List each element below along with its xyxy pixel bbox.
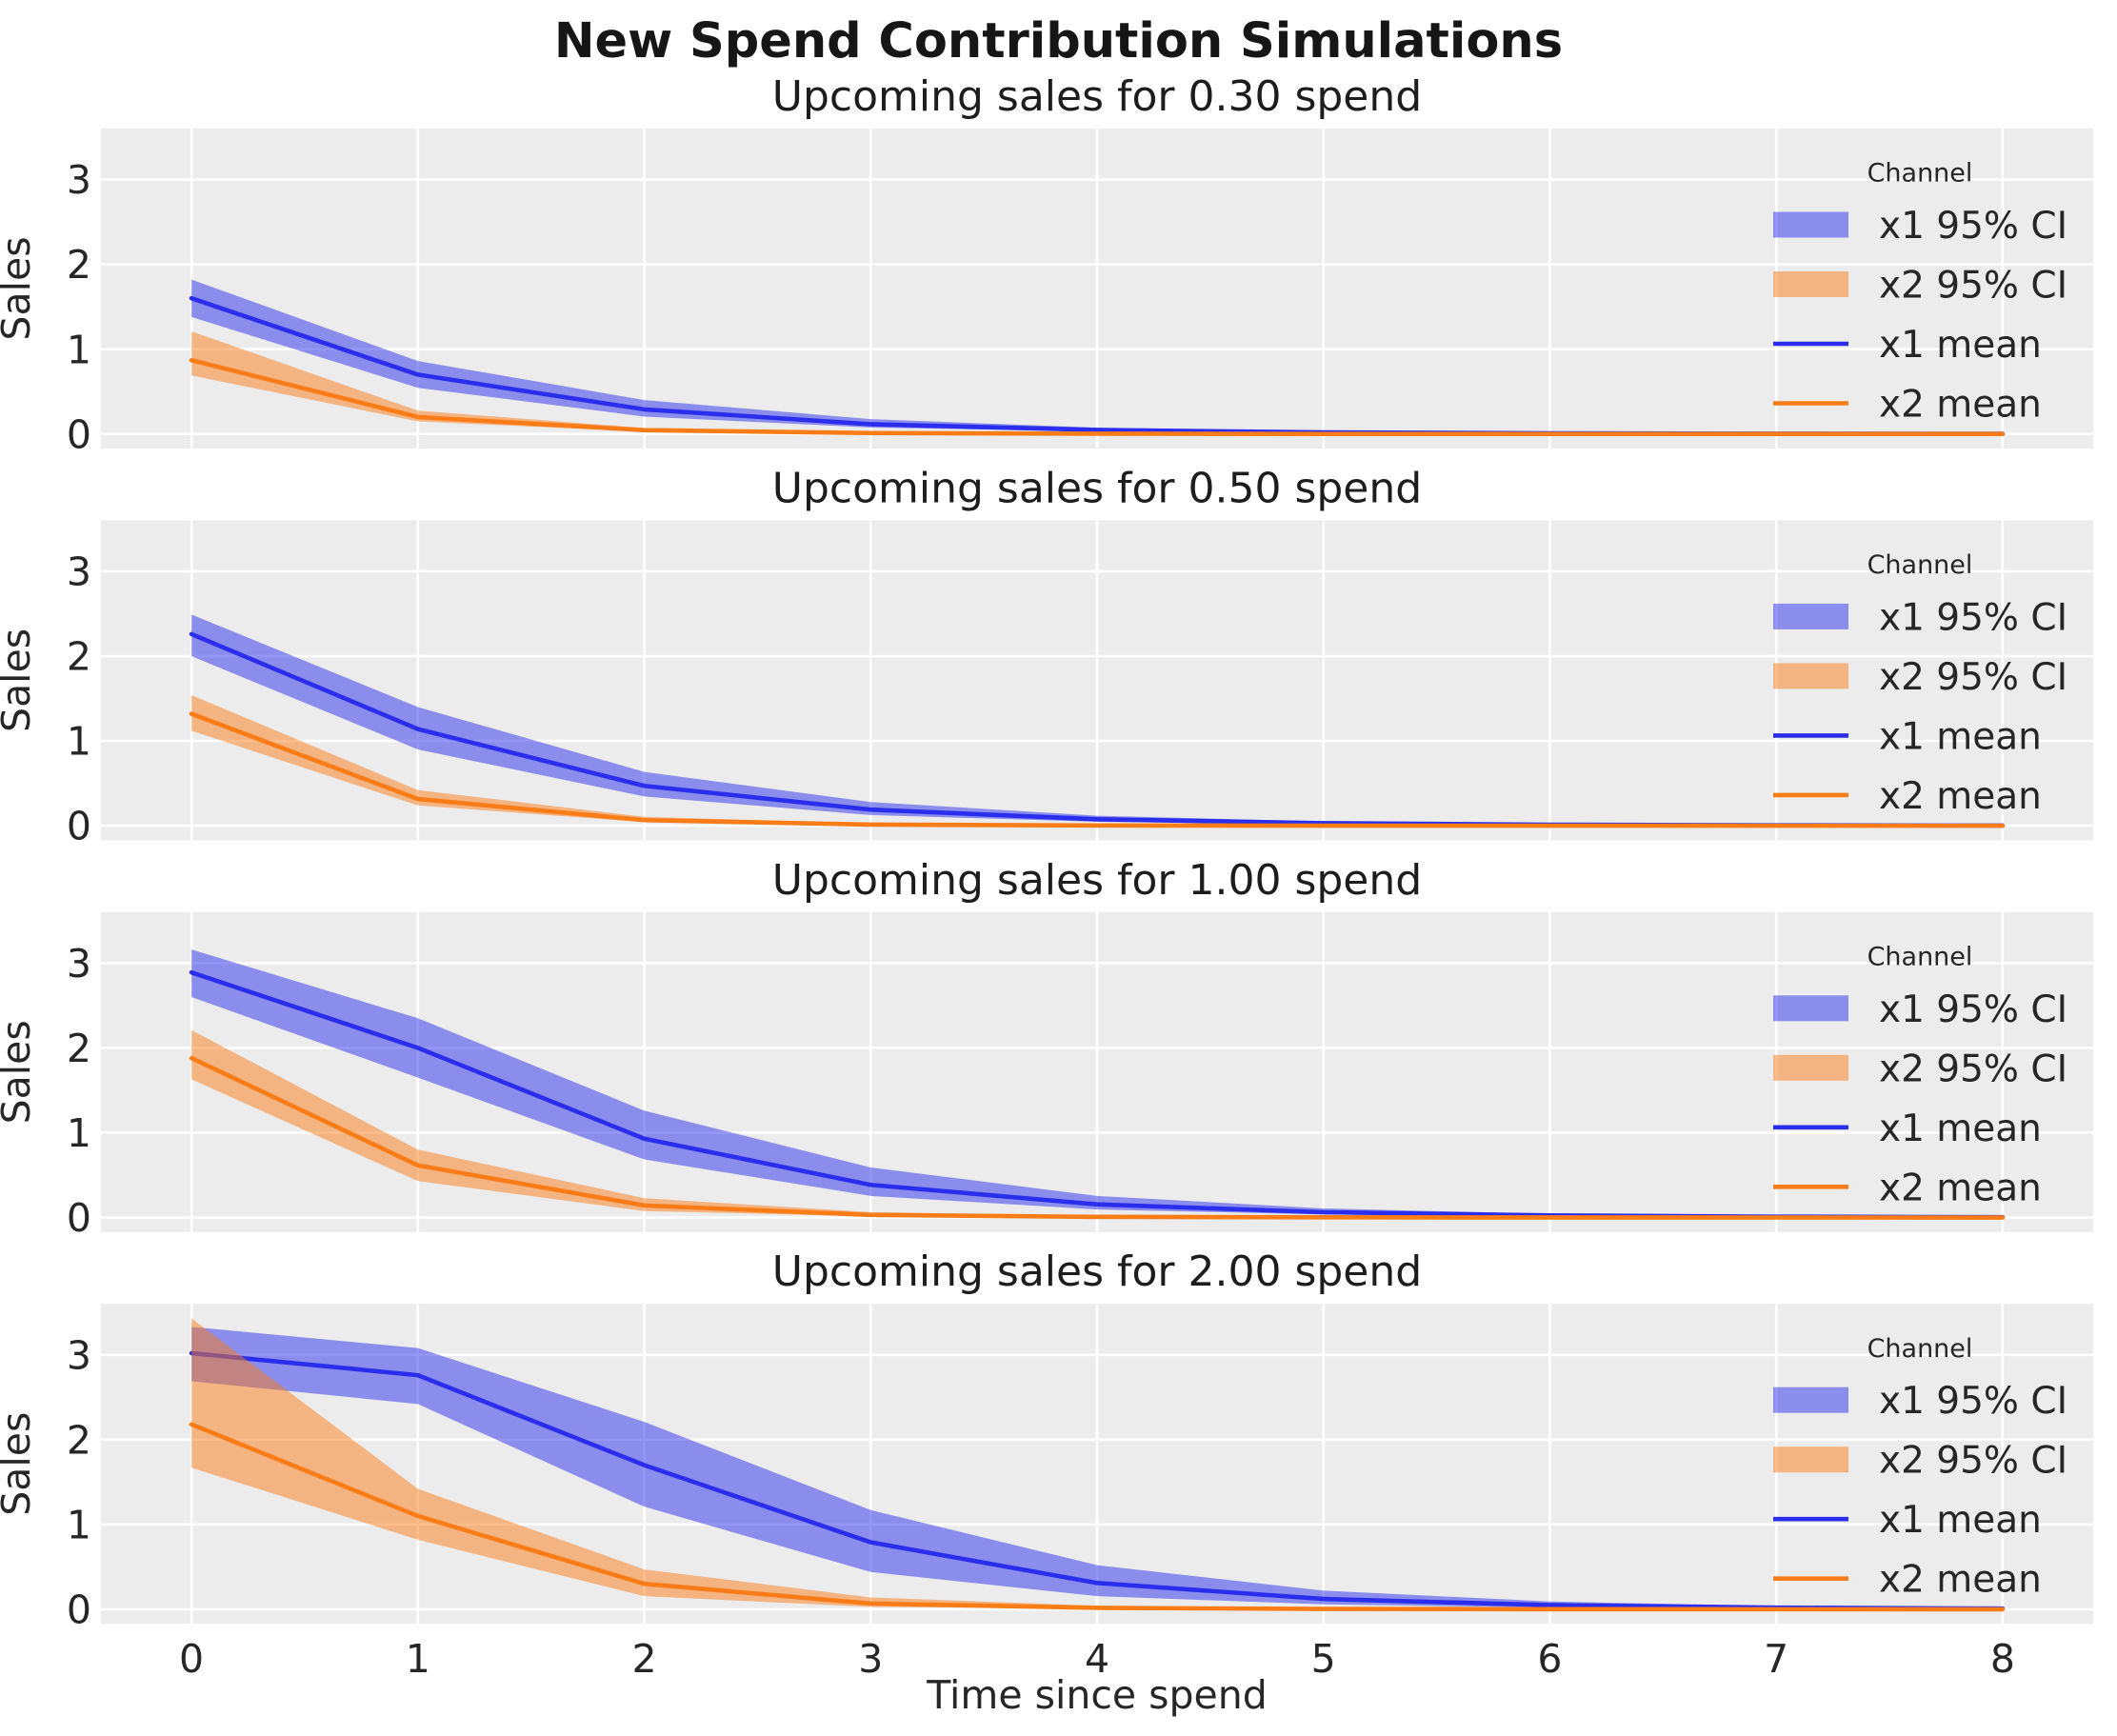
- y-axis-label: Sales: [0, 1412, 39, 1516]
- ci-band-x1: [191, 614, 2003, 827]
- subplot-title: Upcoming sales for 0.50 spend: [772, 464, 1422, 512]
- legend-patch-x2-ci: [1773, 271, 1848, 297]
- subplots-group: Upcoming sales for 0.30 spend 0 1 2 3 Sales Ch…: [0, 72, 2093, 1682]
- mean-line-x2: [189, 357, 2006, 437]
- mean-line-x2: [189, 1055, 2006, 1220]
- x-tick-label: 1: [406, 1636, 430, 1682]
- legend-label: x2 mean: [1879, 384, 2042, 427]
- y-tick-label: 0: [67, 411, 91, 457]
- legend-title: Channel: [1867, 550, 1973, 580]
- legend-label: x2 95% CI: [1879, 1048, 2067, 1090]
- x-tick-label: 5: [1311, 1636, 1336, 1682]
- legend-label: x1 95% CI: [1879, 1380, 2067, 1423]
- x-tick-label: 6: [1537, 1636, 1562, 1682]
- x-tick-label: 4: [1085, 1636, 1109, 1682]
- subplot-2: Upcoming sales for 0.50 spend 0 1 2 3 Sales Ch…: [0, 464, 2093, 849]
- legend-patch-x1-ci: [1773, 995, 1848, 1022]
- legend-patch-x2-ci: [1773, 663, 1848, 689]
- y-tick-label: 3: [67, 941, 91, 987]
- y-tick-label: 1: [67, 327, 91, 372]
- legend: Channel x1 95% CI x2 95% CI x1 mean x2 mean: [1773, 550, 2067, 818]
- legend-label: x2 mean: [1879, 1167, 2042, 1209]
- y-axis-label: Sales: [0, 1020, 39, 1124]
- y-tick-label: 0: [67, 1587, 91, 1633]
- x-tick-label: 3: [858, 1636, 883, 1682]
- y-axis-label: Sales: [0, 629, 39, 732]
- subplot-title: Upcoming sales for 0.30 spend: [772, 72, 1422, 121]
- x-tick-label: 0: [179, 1636, 204, 1682]
- legend-patch-x1-ci: [1773, 603, 1848, 629]
- legend-label: x1 95% CI: [1879, 988, 2067, 1031]
- subplot-3: Upcoming sales for 1.00 spend 0 1 2 3 Sales Ch…: [0, 856, 2093, 1241]
- legend-label: x2 mean: [1879, 1559, 2042, 1602]
- subplot-title: Upcoming sales for 1.00 spend: [772, 856, 1422, 905]
- y-tick-label: 0: [67, 804, 91, 849]
- legend-label: x2 95% CI: [1879, 1440, 2067, 1483]
- legend-label: x1 mean: [1879, 1107, 2042, 1150]
- y-tick-label: 0: [67, 1195, 91, 1241]
- legend-title: Channel: [1867, 942, 1973, 971]
- subplot-title: Upcoming sales for 2.00 spend: [772, 1247, 1422, 1296]
- y-tick-label: 1: [67, 1110, 91, 1156]
- legend: Channel x1 95% CI x2 95% CI x1 mean x2 mean: [1773, 942, 2067, 1209]
- mean-line-x2: [189, 711, 2006, 828]
- mean-line-x2: [189, 1422, 2006, 1612]
- legend-label: x1 95% CI: [1879, 596, 2067, 639]
- legend-title: Channel: [1867, 159, 1973, 189]
- legend-patch-x1-ci: [1773, 1387, 1848, 1413]
- y-tick-label: 3: [67, 549, 91, 595]
- figure-title: New Spend Contribution Simulations: [554, 13, 1563, 70]
- y-tick-label: 3: [67, 1332, 91, 1378]
- subplot-4: Upcoming sales for 2.00 spend 0 1 2 3 Sales 0 1…: [0, 1247, 2093, 1682]
- y-tick-label: 1: [67, 719, 91, 765]
- ci-band-x1: [191, 1327, 2003, 1609]
- legend-patch-x1-ci: [1773, 211, 1848, 238]
- y-tick-label: 3: [67, 157, 91, 203]
- subplot-1: Upcoming sales for 0.30 spend 0 1 2 3 Sales Ch…: [0, 72, 2093, 457]
- legend: Channel x1 95% CI x2 95% CI x1 mean x2 mean: [1773, 159, 2067, 427]
- legend-label: x1 95% CI: [1879, 205, 2067, 248]
- y-tick-label: 1: [67, 1502, 91, 1547]
- mean-line-x1: [189, 1350, 2006, 1611]
- y-tick-label: 2: [67, 1026, 91, 1071]
- y-tick-label: 2: [67, 634, 91, 680]
- x-tick-label: 7: [1764, 1636, 1788, 1682]
- legend-label: x1 mean: [1879, 324, 2042, 367]
- x-tick-label: 2: [631, 1636, 656, 1682]
- legend-patch-x2-ci: [1773, 1447, 1848, 1473]
- y-tick-label: 2: [67, 1417, 91, 1463]
- legend-patch-x2-ci: [1773, 1054, 1848, 1081]
- y-axis-label: Sales: [0, 236, 39, 340]
- legend-label: x2 95% CI: [1879, 656, 2067, 699]
- legend-label: x2 mean: [1879, 775, 2042, 818]
- legend-title: Channel: [1867, 1334, 1973, 1364]
- x-tick-label: 8: [1990, 1636, 2015, 1682]
- x-axis-label: Time since spend: [926, 1672, 1268, 1718]
- legend-label: x2 95% CI: [1879, 265, 2067, 308]
- legend-label: x1 mean: [1879, 1499, 2042, 1542]
- legend: Channel x1 95% CI x2 95% CI x1 mean x2 mean: [1773, 1334, 2067, 1602]
- ci-band-x1: [191, 949, 2003, 1218]
- y-tick-label: 2: [67, 242, 91, 288]
- legend-label: x1 mean: [1879, 715, 2042, 758]
